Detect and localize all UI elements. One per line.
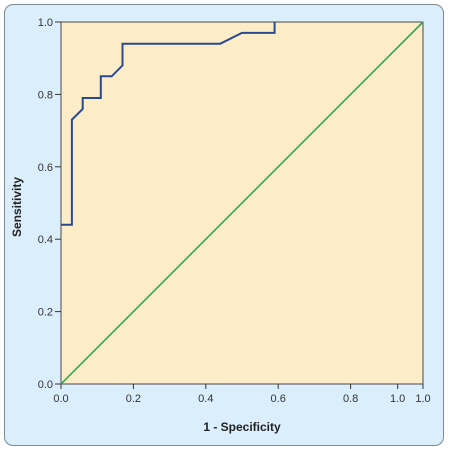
reference-diagonal-line: [60, 21, 424, 385]
roc-curve-line: [61, 22, 276, 226]
y-tick-label: 0.4: [38, 234, 53, 246]
x-tick-label: 1.0: [390, 393, 405, 405]
series-layer: [60, 21, 424, 385]
x-axis-ticks: 0.0 0.2 0.4 0.6 0.8 1.0 1.0: [53, 384, 431, 405]
y-axis-title: Sensitivity: [10, 177, 24, 237]
x-axis-title: 1 - Specificity: [203, 420, 281, 434]
x-tick-label: 0.6: [271, 393, 286, 405]
x-tick-label: 0.2: [126, 393, 141, 405]
y-tick-label: 1.0: [38, 17, 53, 29]
x-tick-label: 0.4: [198, 393, 213, 405]
y-tick-label: 0.8: [38, 89, 53, 101]
y-tick-label: 0.0: [38, 379, 53, 391]
x-tick-label: 1.0: [415, 393, 430, 405]
y-tick-label: 0.2: [38, 307, 53, 319]
x-tick-label: 0.0: [53, 393, 68, 405]
y-axis-ticks: 0.0 0.2 0.4 0.6 0.8 1.0: [38, 17, 61, 391]
x-tick-label: 0.8: [343, 393, 358, 405]
y-tick-label: 0.6: [38, 162, 53, 174]
